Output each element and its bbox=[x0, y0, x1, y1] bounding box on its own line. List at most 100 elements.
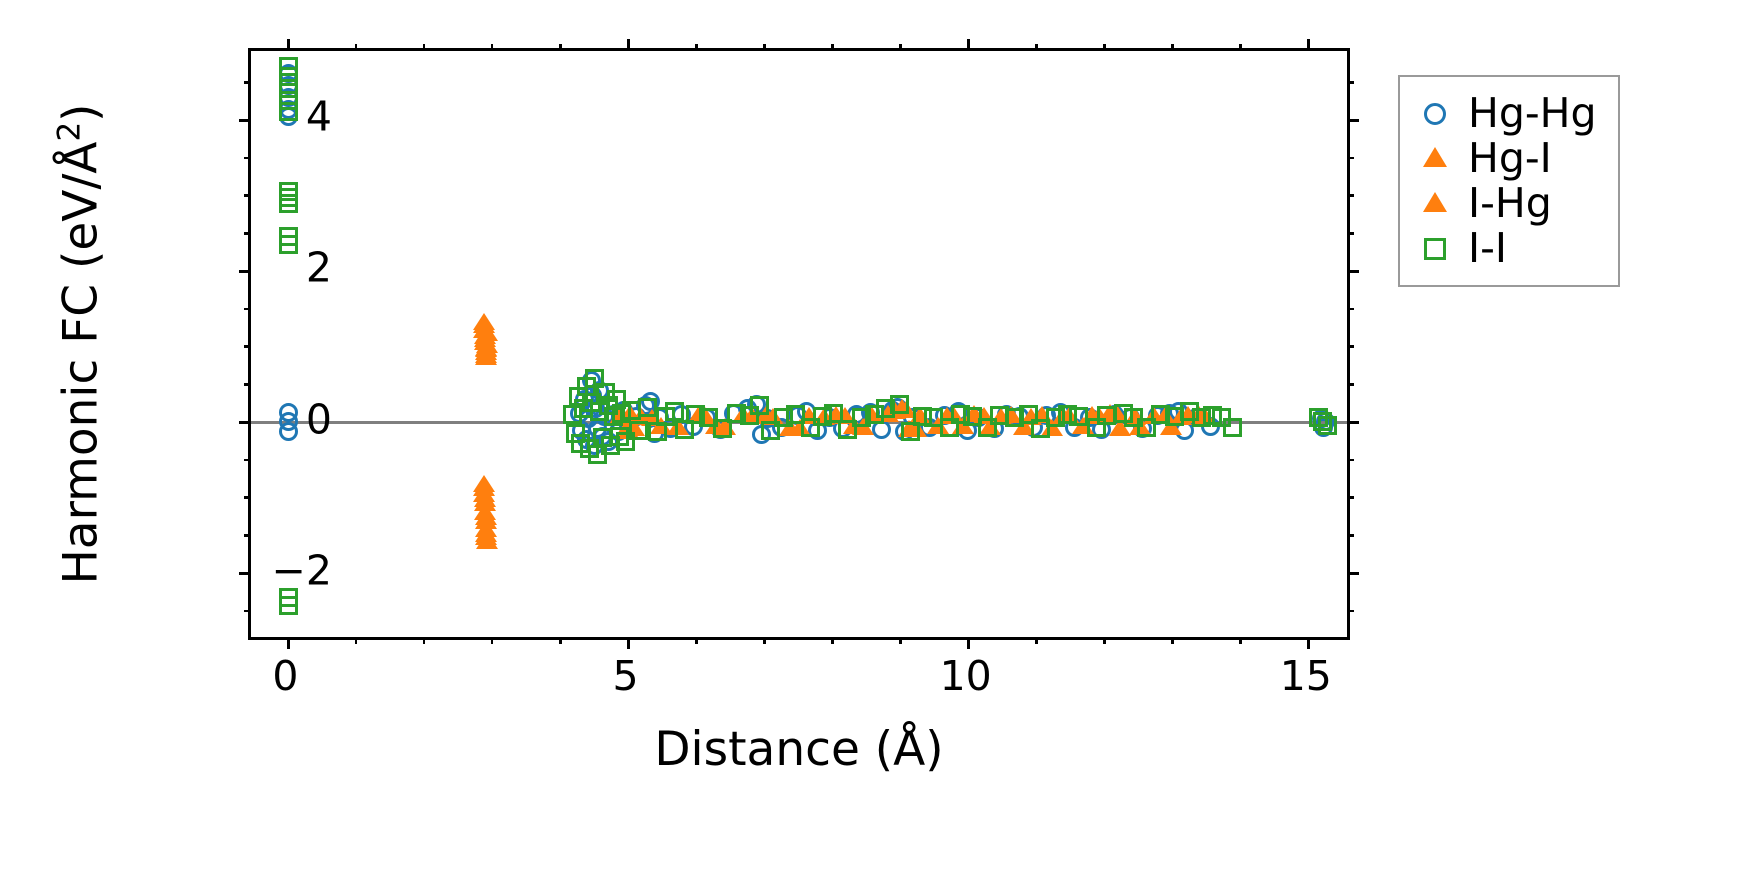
x-tick-label: 5 bbox=[612, 652, 639, 700]
x-major-tick bbox=[286, 39, 290, 51]
data-point-square bbox=[685, 404, 705, 424]
legend-item-hg-i[interactable]: Hg-I bbox=[1412, 136, 1608, 181]
data-point-square bbox=[1019, 404, 1039, 424]
data-point-triangle bbox=[475, 346, 498, 364]
data-point-square bbox=[726, 403, 746, 423]
legend-item-i-i[interactable]: I-I bbox=[1412, 226, 1608, 271]
data-point-square bbox=[774, 408, 794, 428]
legend-label: Hg-Hg bbox=[1468, 89, 1597, 137]
x-minor-tick bbox=[422, 44, 426, 51]
y-tick-label: 4 bbox=[305, 92, 332, 141]
data-point-square bbox=[278, 56, 298, 76]
x-minor-tick bbox=[490, 637, 494, 644]
x-minor-tick bbox=[1103, 44, 1106, 51]
legend-marker-circle-icon bbox=[1412, 99, 1458, 129]
x-minor-tick bbox=[558, 44, 562, 51]
x-minor-tick bbox=[899, 637, 902, 644]
x-minor-tick bbox=[1307, 637, 1310, 644]
data-point-square bbox=[1424, 237, 1446, 260]
x-minor-tick bbox=[1035, 44, 1038, 51]
data-point-square bbox=[1114, 403, 1134, 423]
data-point-triangle bbox=[475, 524, 498, 542]
legend-label: Hg-I bbox=[1468, 134, 1552, 182]
y-minor-tick bbox=[244, 232, 251, 235]
data-point-triangle bbox=[474, 489, 496, 507]
data-point-circle bbox=[1424, 102, 1446, 125]
data-point-square bbox=[1030, 419, 1050, 439]
legend-label: I-Hg bbox=[1468, 179, 1552, 227]
data-point-square bbox=[712, 419, 732, 439]
data-point-square bbox=[1046, 408, 1066, 428]
y-minor-tick bbox=[1347, 345, 1354, 348]
x-major-tick bbox=[626, 637, 631, 649]
data-point-square bbox=[1057, 405, 1077, 425]
data-point-square bbox=[1223, 417, 1243, 437]
y-axis-title: Harmonic FC (eV/Å2) bbox=[52, 44, 109, 644]
y-minor-tick bbox=[1347, 609, 1354, 613]
x-major-tick bbox=[967, 39, 971, 51]
legend-box: Hg-Hg Hg-I I-Hg I-I bbox=[1398, 75, 1620, 287]
y-minor-tick bbox=[244, 383, 251, 386]
data-point-triangle bbox=[473, 316, 496, 334]
x-minor-tick bbox=[1103, 637, 1106, 644]
data-point-square bbox=[585, 369, 605, 389]
y-minor-tick bbox=[244, 534, 251, 537]
legend-item-hg-hg[interactable]: Hg-Hg bbox=[1412, 91, 1608, 136]
series-i-hg bbox=[251, 51, 1347, 637]
y-tick-label: −2 bbox=[271, 546, 332, 595]
data-point-square bbox=[838, 419, 858, 439]
y-tick-label: 0 bbox=[305, 395, 332, 443]
data-point-square bbox=[1123, 407, 1143, 427]
y-axis-title-exponent: 2 bbox=[51, 121, 88, 142]
data-point-square bbox=[950, 405, 970, 425]
data-point-triangle bbox=[474, 507, 497, 525]
plot-axes bbox=[239, 39, 1359, 649]
y-major-tick bbox=[239, 571, 251, 576]
data-point-square bbox=[740, 406, 760, 426]
data-point-square bbox=[278, 234, 298, 254]
y-minor-tick bbox=[1347, 534, 1354, 537]
x-minor-tick bbox=[694, 44, 698, 51]
data-point-square bbox=[824, 403, 844, 423]
x-minor-tick bbox=[831, 637, 834, 644]
legend-item-i-hg[interactable]: I-Hg bbox=[1412, 181, 1608, 226]
x-tick-label: 10 bbox=[939, 652, 992, 700]
data-point-square bbox=[615, 431, 635, 451]
y-minor-tick bbox=[1347, 383, 1354, 386]
y-tick-label: 2 bbox=[305, 243, 332, 292]
x-minor-tick bbox=[1171, 637, 1174, 644]
x-minor-tick bbox=[1307, 44, 1310, 51]
y-minor-tick bbox=[244, 496, 251, 499]
data-point-square bbox=[565, 424, 585, 444]
legend-marker-triangle-icon bbox=[1412, 144, 1458, 174]
y-major-tick bbox=[1347, 269, 1359, 274]
data-point-triangle bbox=[1422, 192, 1447, 213]
data-point-square bbox=[923, 408, 943, 428]
y-minor-tick bbox=[244, 194, 251, 197]
x-minor-tick bbox=[694, 637, 698, 644]
x-minor-tick bbox=[354, 637, 358, 644]
data-point-square bbox=[674, 419, 694, 439]
data-point-square bbox=[699, 407, 719, 427]
y-major-tick bbox=[1347, 420, 1359, 425]
series-i-i bbox=[251, 51, 1347, 637]
data-point-square bbox=[606, 390, 626, 410]
y-minor-tick bbox=[1347, 232, 1354, 235]
data-point-square bbox=[1069, 406, 1089, 426]
x-minor-tick bbox=[1035, 637, 1038, 644]
data-point-square bbox=[812, 406, 832, 426]
data-point-square bbox=[1180, 402, 1200, 422]
data-point-square bbox=[1202, 406, 1222, 426]
data-point-square bbox=[609, 426, 629, 446]
y-minor-tick bbox=[244, 458, 251, 462]
data-point-square bbox=[962, 406, 982, 426]
data-point-triangle bbox=[833, 406, 856, 424]
y-minor-tick bbox=[244, 307, 251, 311]
y-minor-tick bbox=[244, 156, 251, 160]
y-minor-tick bbox=[1347, 194, 1354, 197]
data-point-square bbox=[978, 417, 998, 437]
data-point-square bbox=[638, 397, 658, 417]
data-point-triangle bbox=[1422, 147, 1447, 168]
data-point-square bbox=[940, 418, 960, 438]
